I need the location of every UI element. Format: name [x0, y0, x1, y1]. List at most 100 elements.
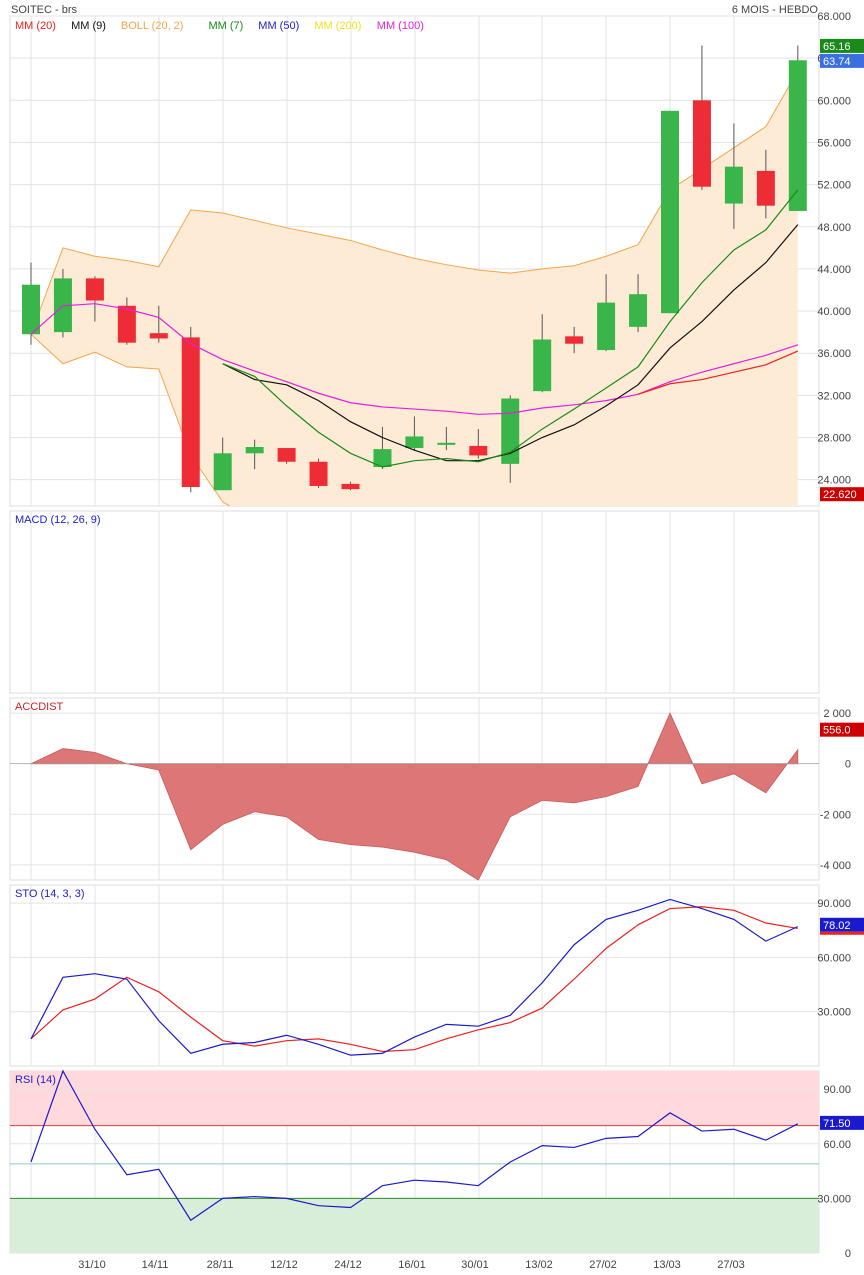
rsi-label: RSI (14): [15, 1074, 56, 1086]
candle-body: [692, 100, 711, 187]
accdist-area: [30, 712, 799, 881]
candle-body: [181, 337, 200, 488]
candle[interactable]: [53, 268, 72, 338]
price-badge-text: 63.74: [823, 56, 851, 68]
candle[interactable]: [373, 426, 392, 470]
candle-body: [309, 461, 328, 486]
price-tick-label: 44.000: [817, 264, 851, 276]
x-date-label: 27/02: [589, 1259, 617, 1271]
price-panel: 68.00064.00060.00056.00052.00048.00044.0…: [9, 11, 864, 507]
candle-body: [788, 60, 807, 211]
candle-body: [277, 448, 296, 462]
x-date-label: 30/01: [461, 1259, 489, 1271]
chart-panels: 68.00064.00060.00056.00052.00048.00044.0…: [9, 11, 864, 1271]
candle[interactable]: [213, 437, 232, 491]
macd-panel: MACD (12, 26, 9): [9, 510, 820, 694]
price-tick-label: 24.000: [817, 475, 851, 487]
candle[interactable]: [181, 326, 200, 493]
candle[interactable]: [309, 458, 328, 489]
price-tick-label: 48.000: [817, 222, 851, 234]
candle-body: [117, 305, 136, 343]
accdist-label: ACCDIST: [15, 701, 64, 713]
period-label: 6 MOIS - HEBDO: [732, 4, 819, 16]
candle-body: [245, 446, 264, 454]
candle[interactable]: [788, 45, 807, 211]
x-date-label: 12/12: [270, 1259, 298, 1271]
rsi-line: [30, 1069, 799, 1222]
candle[interactable]: [692, 45, 711, 190]
candle[interactable]: [501, 395, 520, 483]
x-date-label: 27/03: [717, 1259, 745, 1271]
sto-tick-label: 60.000: [817, 952, 851, 964]
sto-tick-label: 90.000: [817, 898, 851, 910]
candle-body: [661, 110, 679, 314]
price-tick-label: 52.000: [817, 180, 851, 192]
mm100-line: [30, 303, 798, 415]
rsi-tick-label: 30.000: [817, 1193, 851, 1205]
sto-tick-label: 30.000: [817, 1007, 851, 1019]
candle-body: [373, 449, 392, 468]
x-date-label: 28/11: [207, 1259, 234, 1271]
accdist-tick-label: 2 000: [823, 708, 851, 720]
candle-body: [22, 284, 40, 335]
accdist-badge: [820, 722, 864, 737]
candle-body: [629, 294, 648, 327]
rsi-overbought-zone: [10, 1071, 819, 1126]
legend-entry: BOLL (20, 2): [121, 20, 184, 32]
candle[interactable]: [565, 326, 584, 354]
rsi-oversold-zone: [10, 1198, 819, 1253]
candle[interactable]: [405, 416, 424, 451]
legend-entry: MM (7): [209, 20, 244, 32]
candle[interactable]: [341, 481, 360, 491]
x-date-label: 14/11: [142, 1259, 169, 1271]
candle[interactable]: [277, 448, 296, 464]
x-date-label: 16/01: [398, 1259, 426, 1271]
candle[interactable]: [245, 439, 264, 470]
rsi-tick-label: 60.00: [823, 1139, 851, 1151]
candle[interactable]: [756, 149, 775, 219]
price-badge: [820, 53, 864, 68]
candle-body: [756, 170, 775, 206]
accdist-tick-label: -2 000: [820, 809, 851, 821]
candle-body: [213, 453, 232, 491]
candle[interactable]: [661, 110, 679, 314]
candle[interactable]: [469, 429, 488, 459]
candle[interactable]: [149, 305, 168, 343]
candle[interactable]: [629, 274, 648, 333]
sto-badge-text: 78.02: [823, 920, 851, 932]
sto-d-line: [30, 906, 798, 1053]
sto-panel: 90.000 60.000 30.000 STO (14, 3, 3) 78.02: [9, 884, 864, 1067]
candle-body: [597, 302, 616, 351]
candle[interactable]: [724, 123, 743, 229]
price-plot-area: [22, 45, 807, 506]
mm7-line: [222, 189, 799, 468]
candle[interactable]: [437, 426, 456, 451]
accdist-tick-label: -4 000: [820, 860, 851, 872]
rsi-badge-text: 71.50: [823, 1118, 851, 1130]
candle[interactable]: [85, 276, 104, 322]
macd-label: MACD (12, 26, 9): [15, 514, 101, 526]
candle-body: [469, 445, 488, 456]
mm20-line: [637, 350, 799, 395]
sto-badge: [820, 917, 864, 932]
price-tick-label: 56.000: [817, 137, 851, 149]
candle-body: [501, 398, 520, 464]
legend-entry: MM (20): [15, 20, 56, 32]
price-tick-label: 32.000: [817, 390, 851, 402]
candle[interactable]: [597, 274, 616, 352]
x-date-label: 13/03: [653, 1259, 681, 1271]
candle-body: [341, 483, 360, 490]
candle[interactable]: [22, 262, 40, 345]
candle-body: [405, 436, 424, 449]
rsi-tick-label: 90.00: [823, 1084, 851, 1096]
price-tick-label: 40.000: [817, 306, 851, 318]
sto-d-badge-marker: [820, 931, 864, 935]
candle-body: [437, 442, 456, 445]
price-tick-label: 68.000: [817, 11, 851, 23]
candle[interactable]: [117, 297, 136, 345]
rsi-badge: [820, 1115, 864, 1130]
candle[interactable]: [533, 314, 552, 393]
legend-entry: MM (50): [258, 20, 299, 32]
price-badge-text: 65.16: [823, 41, 851, 53]
